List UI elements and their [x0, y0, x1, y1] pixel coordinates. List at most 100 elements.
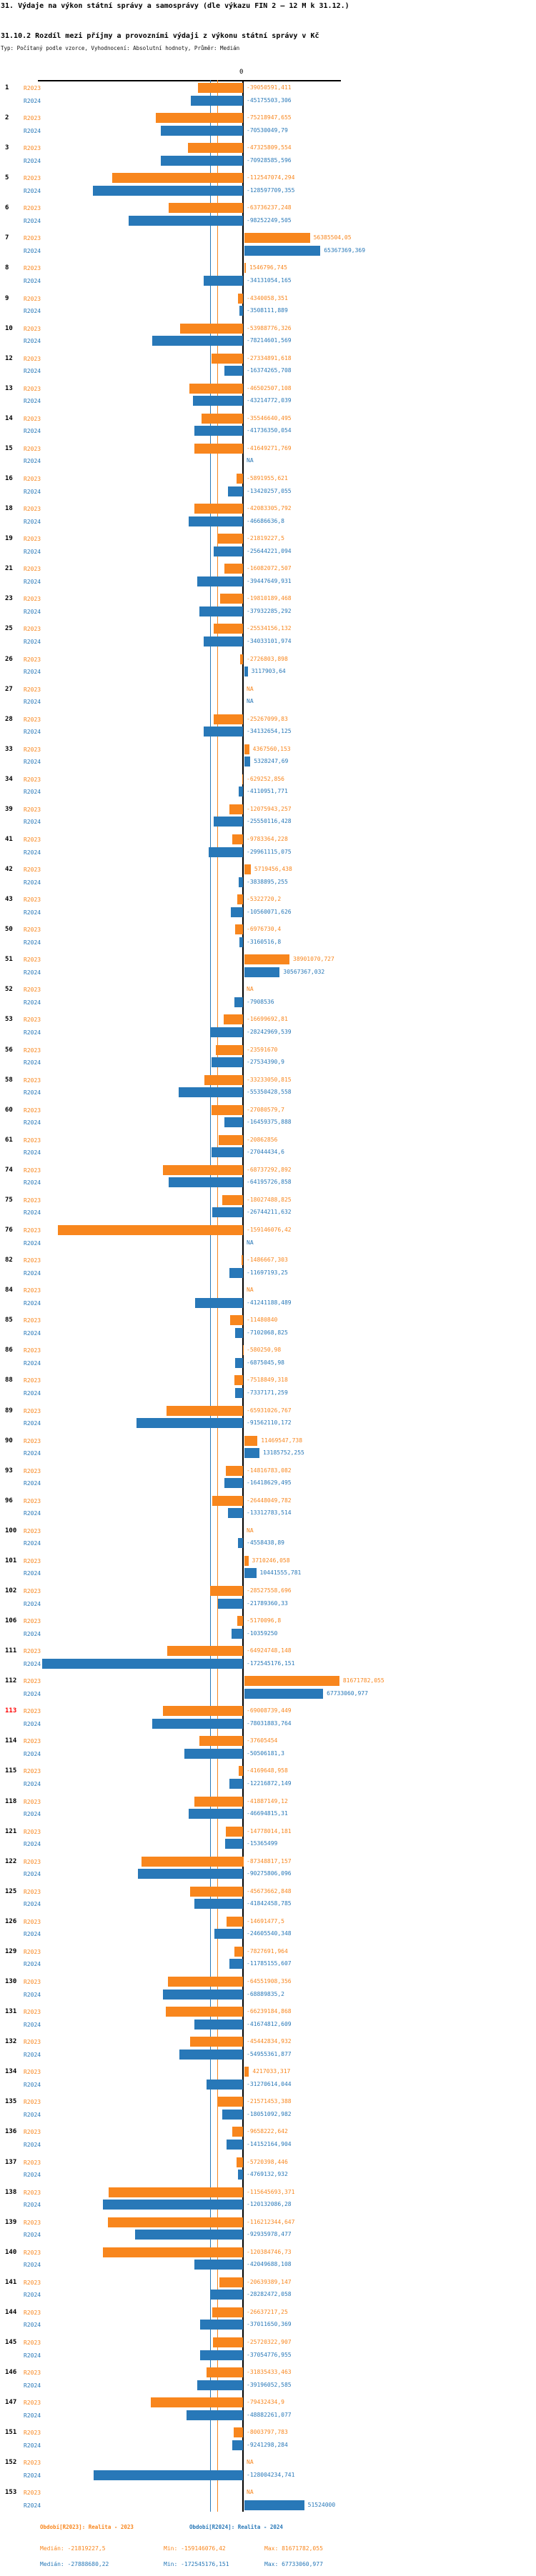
- chart-row-pair: 145 R2023 -25720322,907 R2024 -37054776,955: [0, 2337, 536, 2367]
- bar-r2024: [179, 2049, 244, 2060]
- series-label-r2024: R2024: [24, 2202, 41, 2209]
- series-label-r2024: R2024: [24, 999, 41, 1006]
- row-number: 15: [5, 444, 13, 452]
- series-label-r2023: R2023: [24, 1678, 41, 1685]
- stat-median-r2023: Medián: -21819227,5: [40, 2545, 106, 2552]
- series-label-r2023: R2023: [24, 837, 41, 843]
- bar-r2024: [244, 667, 248, 677]
- series-label-r2023: R2023: [24, 2069, 41, 2076]
- series-label-r2024: R2024: [24, 1059, 41, 1067]
- row-number: 13: [5, 384, 13, 392]
- value-label-r2023: -16699692,81: [247, 1016, 288, 1023]
- series-label-r2023: R2023: [24, 1708, 41, 1715]
- value-label-r2023: -45673662,848: [247, 1887, 292, 1894]
- series-label-r2023: R2023: [24, 1317, 41, 1324]
- value-label-r2023: -64924748,148: [247, 1647, 292, 1654]
- row-number: 28: [5, 715, 13, 723]
- series-label-r2024: R2024: [24, 1750, 41, 1757]
- value-label-r2023: -28527558,696: [247, 1587, 292, 1594]
- value-label-r2023: -42083305,792: [247, 505, 292, 512]
- axis-top-line: [38, 80, 341, 81]
- value-label-r2024: -7908536: [247, 998, 274, 1005]
- bar-r2023: [189, 383, 244, 394]
- row-number: 106: [5, 1617, 17, 1625]
- row-number: 19: [5, 535, 13, 543]
- series-label-r2023: R2023: [24, 1407, 41, 1414]
- value-label-r2023: -14816783,082: [247, 1467, 292, 1474]
- bar-r2024: [217, 1598, 244, 1609]
- value-label-r2024: -21789360,33: [247, 1599, 288, 1607]
- bar-r2023: [244, 263, 247, 274]
- value-label-r2023: -64551908,356: [247, 1978, 292, 1985]
- stat-median-r2024: Medián: -27888680,22: [40, 2561, 109, 2567]
- bar-r2023: [169, 203, 244, 214]
- chart-row-pair: 88 R2023 -7518849,318 R2024 -7337171,259: [0, 1374, 536, 1404]
- row-number: 132: [5, 2038, 17, 2046]
- bar-r2024: [227, 486, 244, 496]
- row-number: 113: [5, 1707, 17, 1715]
- series-label-r2024: R2024: [24, 1420, 41, 1427]
- bar-r2023: [212, 1495, 244, 1506]
- value-label-r2023: -25267099,83: [247, 715, 288, 722]
- row-number: 114: [5, 1737, 17, 1745]
- chart-row-pair: 89 R2023 -65931026,767 R2024 -91562110,172: [0, 1405, 536, 1435]
- bar-r2024: [210, 1027, 244, 1037]
- series-label-r2024: R2024: [24, 2111, 41, 2118]
- bar-r2024: [231, 907, 244, 917]
- bar-r2023: [219, 2277, 244, 2287]
- row-number: 115: [5, 1767, 17, 1775]
- row-number: 60: [5, 1106, 13, 1114]
- series-label-r2024: R2024: [24, 518, 41, 525]
- value-label-r2023: -46502507,108: [247, 384, 292, 391]
- bar-r2024: [197, 576, 244, 586]
- chart-row-pair: 130 R2023 -64551908,356 R2024 -68889835,2: [0, 1976, 536, 2006]
- row-number: 111: [5, 1647, 17, 1655]
- series-label-r2023: R2023: [24, 1798, 41, 1805]
- value-label-r2023: -14778014,181: [247, 1827, 292, 1834]
- value-label-r2023: -65931026,767: [247, 1407, 292, 1414]
- row-number: 141: [5, 2278, 17, 2286]
- series-label-r2024: R2024: [24, 1359, 41, 1367]
- series-label-r2023: R2023: [24, 2159, 41, 2166]
- bar-r2023: [226, 1826, 244, 1837]
- row-number: 84: [5, 1287, 13, 1294]
- value-label-r2024: 13185752,255: [263, 1449, 304, 1457]
- bar-r2024: [214, 1929, 244, 1940]
- chart-row-pair: 153 R2023 NA R2024 51524000: [0, 2487, 536, 2517]
- value-label-r2023: -45442834,932: [247, 2038, 292, 2045]
- series-label-r2023: R2023: [24, 1347, 41, 1354]
- series-label-r2024: R2024: [24, 2442, 41, 2449]
- chart-row-pair: 14 R2023 -35546640,495 R2024 -41736350,054: [0, 413, 536, 443]
- series-label-r2024: R2024: [24, 1961, 41, 1968]
- row-number: 52: [5, 986, 13, 994]
- bar-r2024: [190, 95, 244, 106]
- bar-r2023: [212, 1104, 244, 1115]
- value-label-r2024: -11785155,607: [247, 1960, 292, 1967]
- bar-r2024: [134, 2230, 244, 2240]
- chart-row-pair: 140 R2023 -120384746,73 R2024 -42049688,108: [0, 2247, 536, 2277]
- row-number: 152: [5, 2459, 17, 2467]
- row-number: 131: [5, 2008, 17, 2016]
- series-label-r2024: R2024: [24, 789, 41, 796]
- series-label-r2023: R2023: [24, 2309, 41, 2316]
- bar-r2023: [234, 1375, 244, 1386]
- value-label-r2023: -63736237,248: [247, 204, 292, 211]
- bar-r2024: [138, 1869, 244, 1879]
- series-label-r2024: R2024: [24, 1570, 41, 1577]
- value-label-r2023: 81671782,055: [342, 1677, 384, 1684]
- row-number: 3: [5, 144, 9, 152]
- series-label-r2024: R2024: [24, 608, 41, 615]
- value-label-r2024: -3838895,255: [247, 878, 288, 885]
- value-label-r2024: -78031883,764: [247, 1719, 292, 1727]
- row-number: 41: [5, 836, 13, 843]
- series-label-r2023: R2023: [24, 776, 41, 783]
- chart-row-pair: 10 R2023 -53988776,326 R2024 -78214601,569: [0, 323, 536, 353]
- value-label-r2024: -91562110,172: [247, 1419, 292, 1427]
- value-label-r2024: -70530049,79: [247, 126, 288, 134]
- series-label-r2023: R2023: [24, 1888, 41, 1895]
- bar-r2023: [244, 864, 251, 875]
- series-label-r2023: R2023: [24, 927, 41, 934]
- chart-row-pair: 6 R2023 -63736237,248 R2024 -98252249,505: [0, 202, 536, 232]
- chart-row-pair: 132 R2023 -45442834,932 R2024 -54955361,877: [0, 2036, 536, 2066]
- series-label-r2023: R2023: [24, 2400, 41, 2407]
